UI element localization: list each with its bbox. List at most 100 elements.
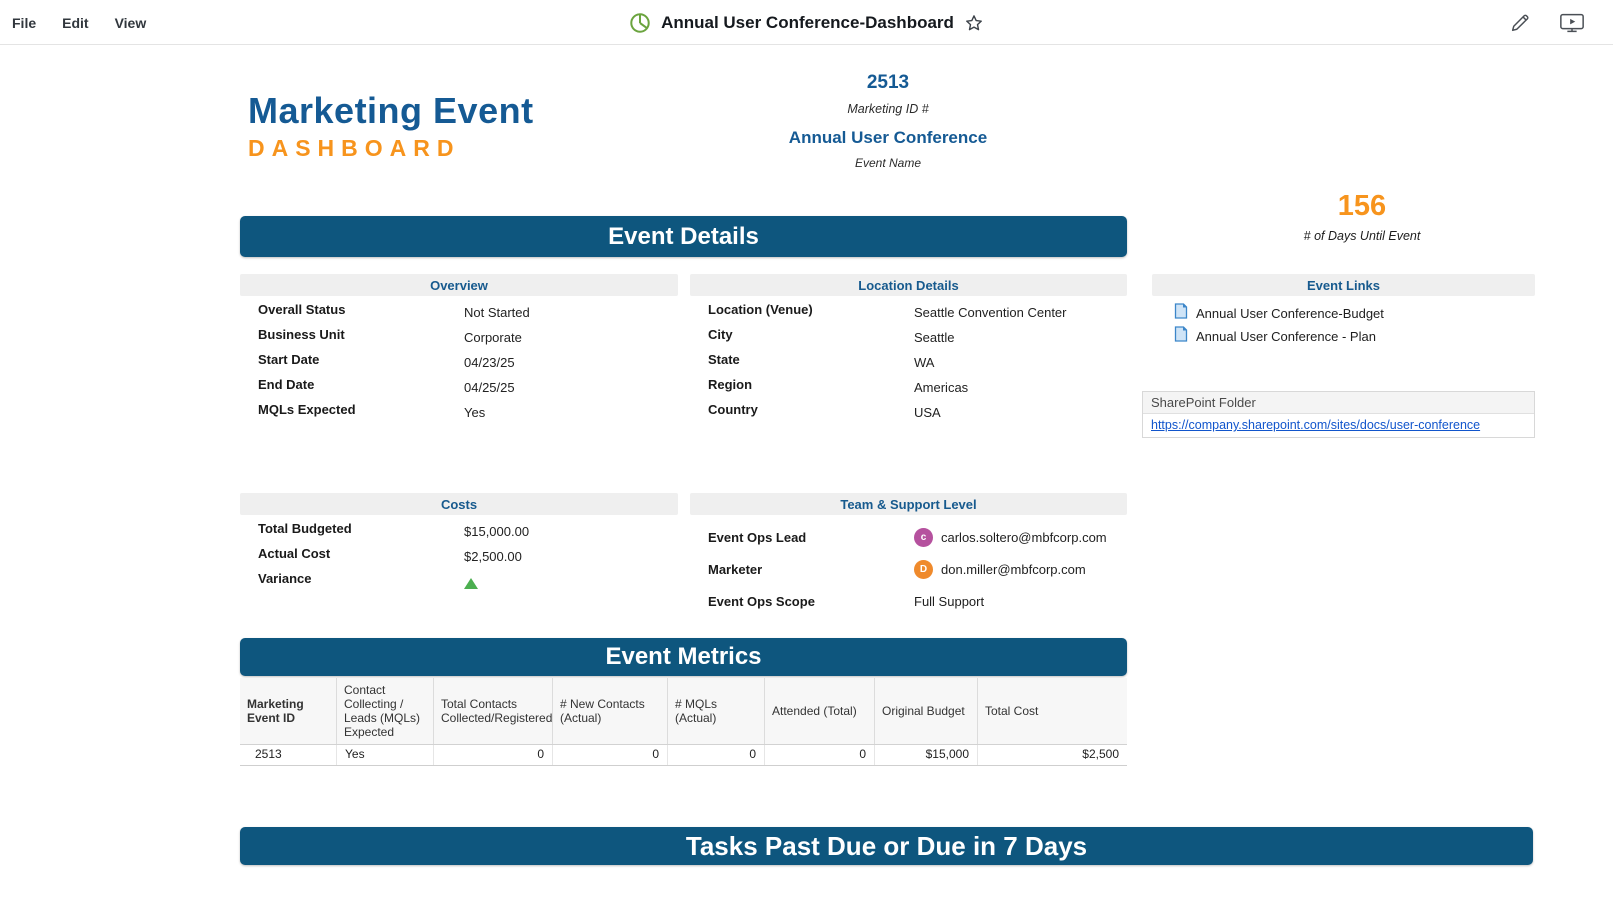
brand-title: Marketing Event [248,90,534,131]
field-value: Americas [914,380,969,395]
menu-file[interactable]: File [12,14,37,31]
title-bar: Annual User Conference-Dashboard [0,0,1613,45]
field-label: Actual Cost [258,546,331,561]
overview-row-mqls-expected: MQLs Expected Yes [240,402,678,427]
field-label: Overall Status [258,302,346,317]
event-links-panel: Event Links Annual User Conference-Budge… [1152,274,1535,348]
star-icon[interactable] [964,13,984,33]
team-panel-header: Team & Support Level [690,493,1127,515]
metrics-data-row: 2513 Yes 0 0 0 0 $15,000 $2,500 [240,745,1127,765]
event-metrics-table: Marketing Event ID Contact Collecting / … [240,678,1127,766]
location-row-state: State WA [690,352,1127,377]
field-value: Seattle Convention Center [914,305,1067,320]
location-details-panel: Location Details Location (Venue) Seattl… [690,274,1127,427]
overview-row-business-unit: Business Unit Corporate [240,327,678,352]
days-until-event-block: 156 # of Days Until Event [1192,190,1532,243]
field-value: Not Started [464,305,530,320]
overview-row-end-date: End Date 04/25/25 [240,377,678,402]
event-details-banner: Event Details [240,216,1127,257]
costs-row-total-budgeted: Total Budgeted $15,000.00 [240,521,678,546]
top-menu-bar: File Edit View Annual User Conference-Da… [0,0,1613,45]
sharepoint-folder-link[interactable]: https://company.sharepoint.com/sites/doc… [1151,418,1481,432]
field-label: Marketer [708,561,763,577]
variance-indicator-cell [464,571,678,596]
field-label: End Date [258,377,315,392]
table-cell: Yes [337,745,434,765]
avatar: D [914,559,933,579]
column-header: Original Budget [875,678,978,744]
monitor-play-icon[interactable] [1559,11,1585,35]
tasks-past-due-banner: Tasks Past Due or Due in 7 Days [240,827,1533,865]
event-link-label: Annual User Conference - Plan [1196,329,1376,344]
field-label: State [708,352,740,367]
table-cell: 0 [434,745,553,765]
team-row-event-ops-lead: Event Ops Lead c carlos.soltero@mbfcorp.… [690,521,1127,553]
location-row-city: City Seattle [690,327,1127,352]
days-until-event-label: # of Days Until Event [1303,229,1421,243]
column-header: # MQLs (Actual) [668,678,765,744]
field-label: Location (Venue) [708,302,813,317]
overview-row-start-date: Start Date 04/23/25 [240,352,678,377]
sharepoint-folder-widget: SharePoint Folder https://company.sharep… [1142,391,1535,438]
overview-row-overall-status: Overall Status Not Started [240,302,678,327]
pie-chart-icon [629,12,651,34]
costs-row-variance: Variance [240,571,678,596]
pencil-icon[interactable] [1509,12,1531,34]
overview-panel-header: Overview [240,274,678,296]
days-until-event-value: 156 [1337,190,1387,222]
sharepoint-folder-header: SharePoint Folder [1143,392,1534,414]
costs-row-actual-cost: Actual Cost $2,500.00 [240,546,678,571]
field-value: Yes [464,405,486,420]
location-row-venue: Location (Venue) Seattle Convention Cent… [690,302,1127,327]
field-value: 04/25/25 [464,380,515,395]
metrics-header-row: Marketing Event ID Contact Collecting / … [240,678,1127,745]
page-title: Annual User Conference-Dashboard [661,12,954,32]
document-icon [1174,326,1188,347]
team-row-marketer: Marketer D don.miller@mbfcorp.com [690,553,1127,585]
menu-view[interactable]: View [114,14,147,31]
field-label: Event Ops Lead [708,529,807,545]
menu-edit[interactable]: Edit [62,14,89,31]
column-header: Contact Collecting / Leads (MQLs) Expect… [337,678,434,744]
field-label: Region [708,377,753,392]
event-metrics-banner: Event Metrics [240,638,1127,676]
table-cell: 0 [668,745,765,765]
costs-panel: Costs Total Budgeted $15,000.00 Actual C… [240,493,678,596]
topbar-actions [1509,0,1585,45]
field-label: Event Ops Scope [708,593,815,609]
event-links-header: Event Links [1152,274,1535,296]
app-menu: File Edit View [12,0,146,45]
field-value: $2,500.00 [464,549,522,564]
table-cell: 0 [553,745,668,765]
field-value: Full Support [914,593,985,609]
contact-value: c carlos.soltero@mbfcorp.com [914,527,1127,547]
event-name-value: Annual User Conference [788,128,988,147]
column-header: Total Contacts Collected/Registered [434,678,553,744]
field-value: Corporate [464,330,522,345]
field-label: City [708,327,733,342]
overview-panel: Overview Overall Status Not Started Busi… [240,274,678,427]
event-link-budget[interactable]: Annual User Conference-Budget [1152,302,1535,325]
field-label: MQLs Expected [258,402,356,417]
avatar: c [914,527,933,547]
field-label: Start Date [258,352,320,367]
column-header: Attended (Total) [765,678,875,744]
field-value: 04/23/25 [464,355,515,370]
event-id-block: 2513 Marketing ID # Annual User Conferen… [738,72,1038,170]
event-name-label: Event Name [854,156,922,170]
column-header: Marketing Event ID [240,678,337,744]
table-cell: $2,500 [1082,747,1119,761]
location-row-region: Region Americas [690,377,1127,402]
table-cell: 0 [765,745,875,765]
field-value: WA [914,355,935,370]
document-icon [1174,303,1188,324]
green-up-triangle-icon [464,578,478,589]
marketing-id-value: 2513 [866,72,910,93]
event-link-plan[interactable]: Annual User Conference - Plan [1152,325,1535,348]
field-value: USA [914,405,941,420]
field-value: $15,000.00 [464,524,530,539]
column-header: # New Contacts (Actual) [553,678,668,744]
field-label: Variance [258,571,312,586]
team-row-event-ops-scope: Event Ops Scope Full Support [690,585,1127,617]
costs-panel-header: Costs [240,493,678,515]
